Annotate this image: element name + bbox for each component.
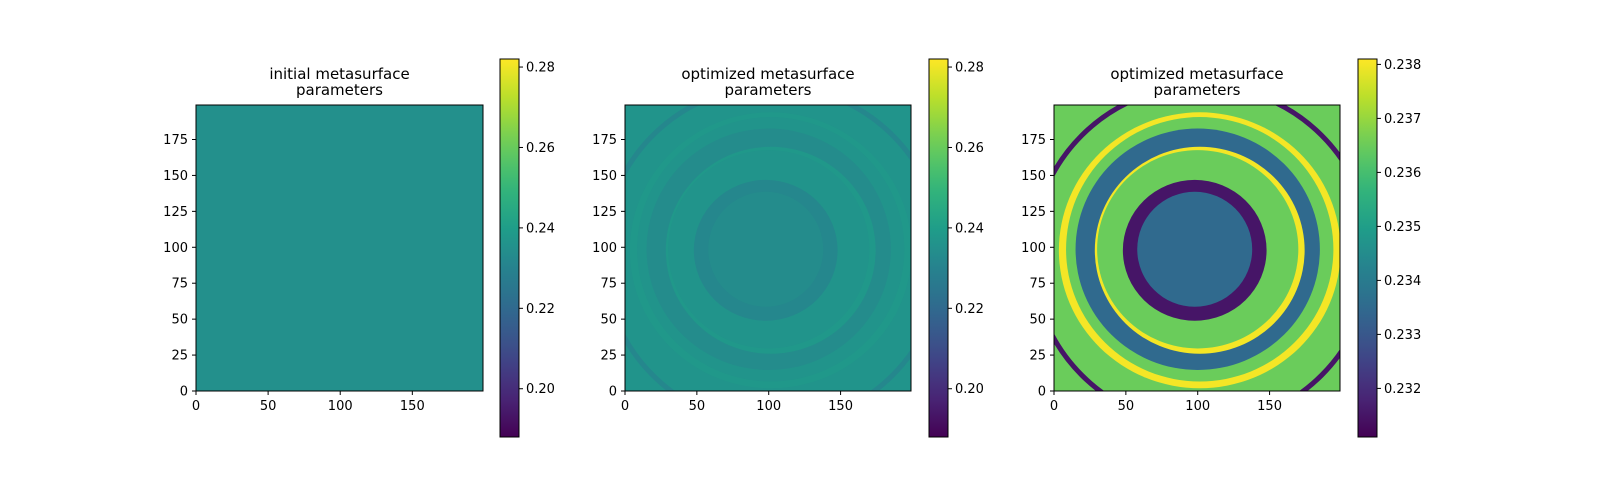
y-tick-label: 75 (600, 277, 617, 292)
x-tick-label: 150 (828, 399, 853, 414)
colorbar (928, 58, 949, 438)
panel-1: 0 50 100 150 0 25 50 75 100 125 150 175 initial meta… (163, 58, 555, 438)
axes-frame (195, 104, 484, 392)
colorbar-tick-label: 0.20 (955, 382, 984, 397)
colorbar-tick-label: 0.236 (1384, 166, 1421, 181)
y-tick-label: 0 (180, 385, 188, 400)
colorbar-tick-label: 0.233 (1384, 328, 1421, 343)
x-tick-label: 150 (400, 399, 425, 414)
colorbar-tick-label: 0.234 (1384, 274, 1421, 289)
x-tick-label: 50 (689, 399, 706, 414)
colorbar-tick-label: 0.28 (955, 61, 984, 76)
panel-2: 0 50 100 150 0 25 50 75 100 125 150 175 optimized me… (592, 58, 984, 438)
colorbar-tick-label: 0.24 (526, 221, 555, 236)
colorbar (1357, 58, 1378, 438)
y-tick-label: 50 (171, 313, 188, 328)
x-tick-label: 150 (1257, 399, 1282, 414)
x-tick-label: 50 (1118, 399, 1135, 414)
x-tick-label: 100 (328, 399, 353, 414)
y-tick-label: 100 (163, 241, 188, 256)
chart-title-line: optimized metasurface (681, 65, 854, 83)
y-tick-label: 25 (171, 349, 188, 364)
y-tick-label: 150 (592, 169, 617, 184)
colorbar (499, 58, 520, 438)
x-tick-label: 0 (621, 399, 629, 414)
y-tick-label: 175 (1021, 133, 1046, 148)
panel-3: 0 50 100 150 0 25 50 75 100 125 150 175 optimized me… (1021, 58, 1421, 438)
y-tick-label: 0 (609, 385, 617, 400)
y-tick-label: 25 (600, 349, 617, 364)
chart-title-line: parameters (296, 81, 383, 99)
y-tick-label: 25 (1029, 349, 1046, 364)
chart-title-line: optimized metasurface (1110, 65, 1283, 83)
heatmap-image (196, 105, 483, 391)
y-tick-label: 100 (1021, 241, 1046, 256)
y-tick-label: 125 (163, 205, 188, 220)
colorbar-tick-label: 0.24 (955, 221, 984, 236)
colorbar-tick-label: 0.28 (526, 61, 555, 76)
colorbar-tick-label: 0.232 (1384, 382, 1421, 397)
y-tick-label: 125 (592, 205, 617, 220)
chart-title-line: parameters (724, 81, 811, 99)
colorbar-tick-label: 0.26 (526, 141, 555, 156)
heatmap-field (196, 105, 483, 391)
y-tick-label: 175 (592, 133, 617, 148)
y-tick-label: 150 (1021, 169, 1046, 184)
y-tick-label: 50 (600, 313, 617, 328)
x-tick-label: 0 (192, 399, 200, 414)
y-tick-label: 125 (1021, 205, 1046, 220)
colorbar-tick-label: 0.20 (526, 382, 555, 397)
colorbar-tick-label: 0.235 (1384, 220, 1421, 235)
region-center (1137, 191, 1253, 307)
heatmap-image (625, 105, 911, 391)
axes-frame (1053, 104, 1341, 392)
colorbar-tick-label: 0.26 (955, 141, 984, 156)
colorbar-tick-label: 0.22 (526, 302, 555, 317)
colorbar-tick-label: 0.237 (1384, 112, 1421, 127)
x-tick-label: 50 (260, 399, 277, 414)
y-tick-label: 175 (163, 133, 188, 148)
colorbar-tick-label: 0.238 (1384, 58, 1421, 73)
y-tick-label: 75 (1029, 277, 1046, 292)
region-center (708, 191, 824, 307)
x-tick-label: 0 (1050, 399, 1058, 414)
chart-title-line: initial metasurface (269, 65, 409, 83)
x-tick-label: 100 (1185, 399, 1210, 414)
y-tick-label: 150 (163, 169, 188, 184)
y-tick-label: 50 (1029, 313, 1046, 328)
y-tick-label: 75 (171, 277, 188, 292)
colorbar-tick-label: 0.22 (955, 302, 984, 317)
y-tick-label: 0 (1038, 385, 1046, 400)
y-tick-label: 100 (592, 241, 617, 256)
heatmap-image (1054, 105, 1340, 391)
axes-frame (624, 104, 912, 392)
x-tick-label: 100 (756, 399, 781, 414)
chart-title-line: parameters (1153, 81, 1240, 99)
